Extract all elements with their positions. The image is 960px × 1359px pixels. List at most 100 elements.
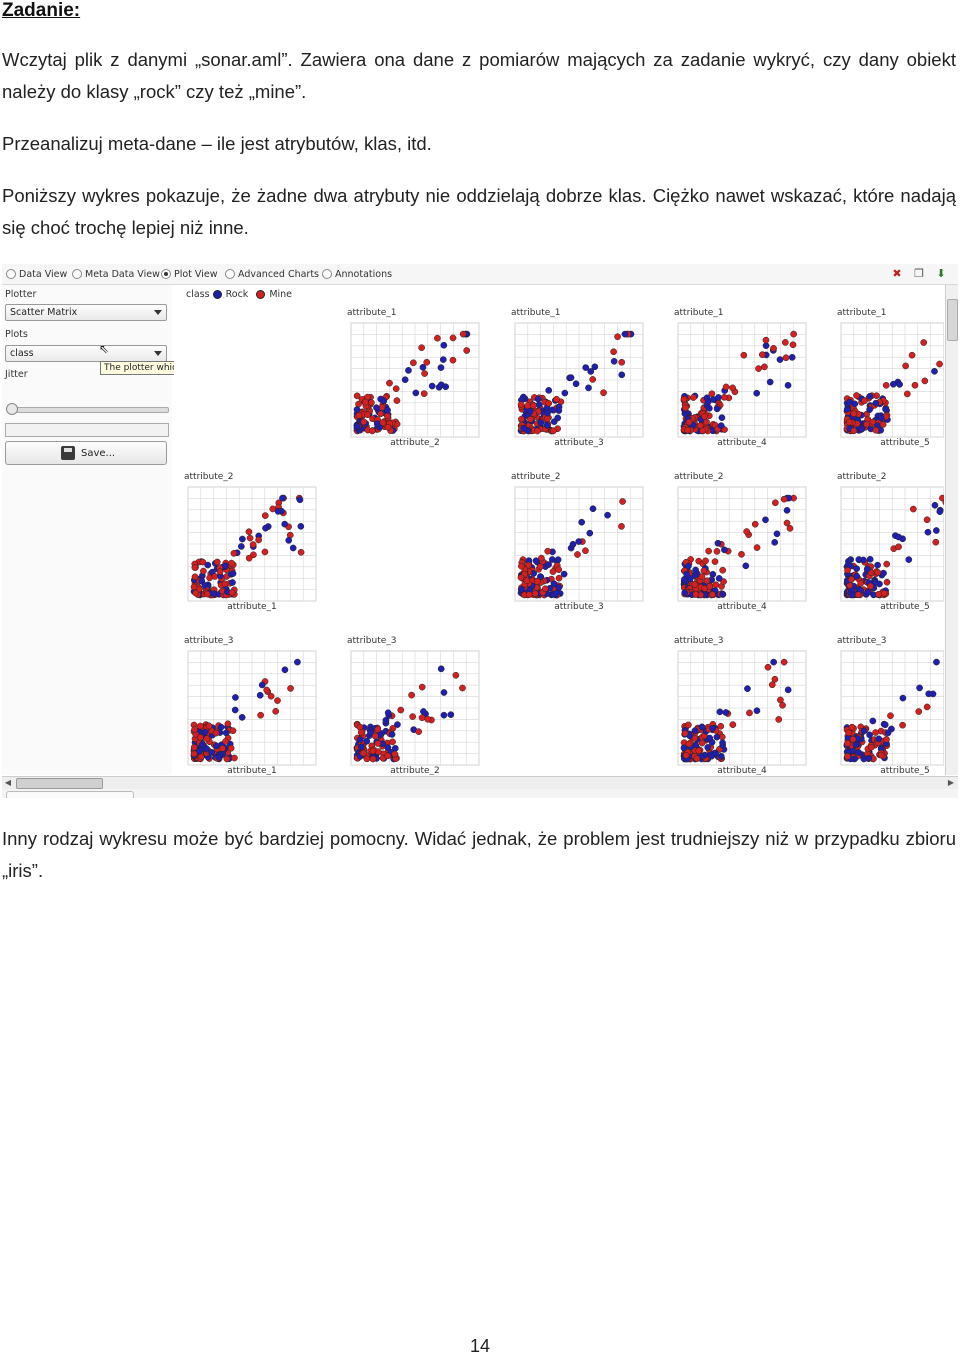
point-mine — [379, 419, 387, 426]
bottom-strip — [2, 789, 958, 798]
point-mine — [418, 683, 426, 691]
panel-x-label: attribute_3 — [554, 602, 603, 612]
point-rock — [526, 407, 534, 415]
vertical-scrollbar[interactable] — [945, 285, 958, 775]
point-mine — [758, 351, 766, 359]
point-rock — [905, 556, 913, 563]
point-mine — [368, 427, 376, 435]
point-mine — [942, 499, 944, 506]
point-mine — [681, 404, 689, 412]
point-rock — [692, 566, 699, 574]
point-mine — [779, 701, 786, 709]
point-mine — [249, 541, 257, 548]
point-mine — [434, 334, 441, 342]
point-mine — [619, 498, 626, 505]
point-rock — [239, 535, 246, 543]
point-mine — [895, 543, 902, 551]
point-rock — [555, 407, 563, 414]
point-mine — [771, 675, 779, 683]
point-mine — [408, 691, 415, 699]
point-mine — [261, 548, 269, 556]
point-rock — [851, 400, 859, 408]
point-mine — [844, 566, 851, 574]
point-rock — [874, 561, 881, 569]
tab-annotations[interactable]: Annotations — [322, 267, 392, 281]
point-mine — [245, 554, 253, 562]
jitter-field[interactable] — [5, 423, 169, 437]
point-mine — [887, 712, 894, 720]
point-mine — [770, 344, 777, 352]
point-mine — [879, 421, 887, 428]
tab-meta-data-view[interactable]: Meta Data View — [72, 267, 160, 281]
panel-y-label: attribute_3 — [184, 636, 233, 646]
point-rock — [865, 754, 873, 762]
point-mine — [867, 582, 874, 590]
point-rock — [560, 570, 568, 578]
point-mine — [853, 392, 860, 399]
point-rock — [380, 397, 388, 405]
point-rock — [532, 557, 540, 565]
plots-select[interactable]: class — [5, 345, 167, 362]
point-rock — [704, 398, 712, 406]
point-mine — [409, 713, 417, 720]
point-rock — [762, 516, 769, 524]
point-mine — [693, 755, 701, 762]
point-mine — [746, 709, 753, 717]
point-rock — [384, 744, 392, 751]
horizontal-scroll-thumb[interactable] — [16, 778, 103, 789]
point-mine — [872, 729, 879, 736]
point-mine — [190, 583, 198, 591]
point-rock — [215, 754, 223, 761]
panel-x-label: attribute_1 — [227, 602, 276, 612]
tab-advanced-charts[interactable]: Advanced Charts — [225, 267, 319, 281]
jitter-slider-track[interactable] — [7, 407, 169, 413]
point-rock — [544, 409, 551, 417]
bottom-tab[interactable] — [6, 791, 134, 798]
panel-x-label: attribute_1 — [227, 766, 276, 775]
plotter-select[interactable]: Scatter Matrix — [5, 304, 167, 321]
tab-plot-view[interactable]: Plot View — [161, 267, 217, 281]
point-rock — [770, 658, 777, 666]
point-rock — [719, 739, 726, 747]
point-rock — [586, 529, 594, 537]
point-rock — [420, 708, 427, 715]
point-rock — [217, 723, 225, 731]
point-mine — [786, 525, 794, 532]
point-mine — [518, 562, 525, 570]
save-button[interactable]: Save... — [5, 441, 167, 465]
point-rock — [706, 734, 714, 742]
export-icon[interactable]: ⬇ — [936, 267, 946, 280]
point-mine — [920, 339, 928, 346]
point-rock — [294, 658, 301, 666]
tab-data-view[interactable]: Data View — [6, 267, 67, 281]
point-mine — [384, 752, 392, 760]
point-rock — [866, 392, 874, 400]
point-rock — [713, 733, 721, 741]
point-rock — [925, 690, 933, 698]
plots-select-value: class — [10, 348, 34, 359]
point-mine — [459, 330, 467, 338]
point-mine — [789, 341, 797, 349]
panel-x-label: attribute_4 — [717, 766, 767, 775]
point-mine — [743, 528, 750, 535]
scroll-right-icon[interactable]: ▶ — [947, 778, 955, 787]
point-mine — [355, 412, 363, 419]
copy-window-icon[interactable]: ❐ — [914, 267, 924, 280]
close-red-icon[interactable]: ✖ — [892, 267, 902, 280]
point-mine — [463, 347, 471, 354]
vertical-scroll-thumb[interactable] — [947, 299, 958, 341]
point-mine — [418, 344, 425, 352]
point-mine — [781, 339, 789, 346]
point-mine — [527, 415, 534, 423]
jitter-slider-thumb[interactable] — [6, 403, 18, 415]
scroll-left-icon[interactable]: ◀ — [4, 778, 12, 787]
point-mine — [549, 427, 557, 435]
point-mine — [421, 370, 428, 377]
point-rock — [711, 749, 719, 757]
point-mine — [700, 567, 708, 574]
horizontal-scrollbar[interactable]: ◀ ▶ — [2, 776, 958, 789]
point-mine — [392, 385, 400, 393]
point-rock — [388, 731, 396, 738]
point-mine — [386, 379, 393, 387]
panel-x-label: attribute_5 — [880, 766, 929, 775]
